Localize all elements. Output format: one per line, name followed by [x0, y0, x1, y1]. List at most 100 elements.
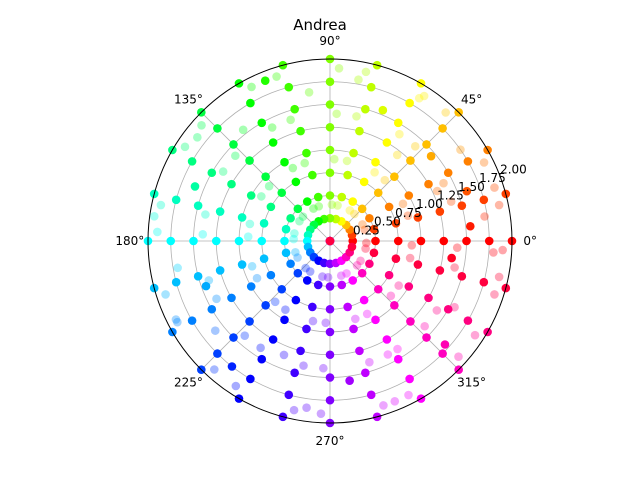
- scatter-point-190: [207, 304, 217, 314]
- scatter-point-110: [288, 163, 298, 173]
- scatter-point-212: [291, 295, 301, 305]
- scatter-point-57: [371, 157, 380, 167]
- scatter-point-114: [246, 98, 255, 108]
- scatter-point-33: [424, 179, 433, 189]
- scatter-point-294: [443, 304, 453, 314]
- scatter-point-176: [215, 266, 225, 275]
- r-tick-label-7: 2.00: [500, 162, 527, 176]
- scatter-point-215: [268, 335, 278, 344]
- scatter-point-255: [361, 368, 370, 378]
- scatter-point-145: [281, 224, 291, 234]
- scatter-point-321: [378, 105, 388, 115]
- scatter-point-244: [325, 395, 335, 405]
- scatter-point-314: [494, 200, 504, 210]
- scatter-point-265: [371, 315, 380, 325]
- scatter-point-300: [347, 242, 357, 252]
- scatter-point-264: [359, 295, 369, 305]
- scatter-point-266: [362, 309, 372, 319]
- scatter-point-341: [490, 290, 499, 299]
- scatter-point-189: [227, 293, 236, 303]
- r-tick-label-0: 0.25: [353, 223, 380, 237]
- scatter-point-319: [392, 150, 402, 160]
- scatter-point-121: [277, 188, 287, 198]
- scatter-point-283: [438, 349, 447, 358]
- scatter-point-199: [277, 284, 287, 294]
- scatter-point-194: [171, 315, 181, 324]
- scatter-point-325: [238, 125, 248, 135]
- r-tick-label-3: 1.00: [416, 197, 443, 211]
- scatter-point-336: [345, 376, 354, 385]
- scatter-point-333: [227, 362, 237, 371]
- scatter-point-122: [261, 172, 270, 181]
- scatter-point-230: [299, 361, 308, 370]
- scatter-point-312: [465, 221, 475, 231]
- scatter-point-42: [350, 209, 359, 219]
- scatter-point-184: [286, 259, 295, 269]
- scatter-point-67: [337, 192, 347, 202]
- scatter-point-220: [231, 381, 241, 391]
- scatter-point-229: [290, 368, 299, 378]
- theta-tick-label-7: 315°: [457, 376, 486, 390]
- scatter-point-126: [231, 151, 240, 161]
- scatter-point-200: [261, 301, 270, 310]
- scatter-point-153: [171, 195, 181, 205]
- scatter-point-73: [361, 104, 370, 114]
- scatter-point-163: [211, 236, 221, 246]
- scatter-point-254: [355, 346, 364, 356]
- scatter-point-127: [213, 124, 222, 133]
- scatter-point-270: [405, 374, 414, 384]
- scatter-point-109: [280, 157, 289, 167]
- scatter-point-71: [342, 156, 352, 166]
- scatter-point-98: [296, 126, 305, 136]
- scatter-point-339: [440, 340, 450, 349]
- scatter-point-315: [462, 186, 472, 196]
- scatter-point-313: [480, 212, 489, 221]
- scatter-point-257: [366, 390, 376, 400]
- scatter-point-83: [325, 145, 335, 155]
- scatter-point-335: [302, 403, 311, 413]
- scatter-point-51: [441, 108, 450, 117]
- scatter-point-249: [337, 280, 347, 290]
- scatter-point-281: [422, 333, 431, 342]
- scatter-point-8: [462, 236, 471, 246]
- scatter-point-278: [390, 301, 399, 310]
- scatter-point-323: [304, 88, 314, 97]
- r-tick-label-5: 1.50: [458, 180, 485, 194]
- scatter-point-228: [296, 346, 305, 356]
- scatter-point-263: [342, 269, 351, 278]
- scatter-point-28: [365, 213, 374, 223]
- scatter-point-201: [270, 297, 280, 307]
- scatter-point-290: [384, 270, 394, 280]
- scatter-point-172: [291, 247, 300, 257]
- scatter-point-198: [301, 263, 310, 273]
- scatter-point-74: [352, 112, 361, 121]
- scatter-point-147: [259, 219, 269, 228]
- scatter-point-101: [284, 82, 294, 92]
- scatter-point-305: [405, 253, 415, 263]
- scatter-point-299: [325, 236, 335, 246]
- scatter-point-58: [370, 168, 379, 177]
- scatter-point-100: [286, 115, 295, 125]
- scatter-point-207: [210, 365, 219, 374]
- scatter-point-124: [245, 156, 254, 165]
- scatter-point-80: [325, 191, 335, 200]
- chart-title: Andrea: [293, 16, 347, 34]
- scatter-point-46: [406, 156, 415, 165]
- scatter-point-331: [173, 317, 182, 327]
- scatter-point-152: [201, 210, 210, 219]
- scatter-point-113: [267, 123, 277, 132]
- scatter-point-329: [173, 263, 182, 273]
- scatter-point-173: [259, 254, 269, 263]
- scatter-point-238: [325, 304, 335, 314]
- scatter-point-90: [334, 64, 344, 73]
- scatter-point-135: [246, 191, 256, 200]
- scatter-point-316: [432, 186, 442, 196]
- scatter-point-191: [212, 294, 221, 304]
- scatter-point-17: [391, 219, 401, 228]
- scatter-point-77: [361, 67, 371, 77]
- scatter-point-108: [291, 177, 301, 187]
- scatter-point-301: [369, 248, 379, 258]
- scatter-point-16: [360, 225, 369, 235]
- scatter-point-140: [187, 157, 197, 166]
- scatter-point-148: [237, 213, 247, 222]
